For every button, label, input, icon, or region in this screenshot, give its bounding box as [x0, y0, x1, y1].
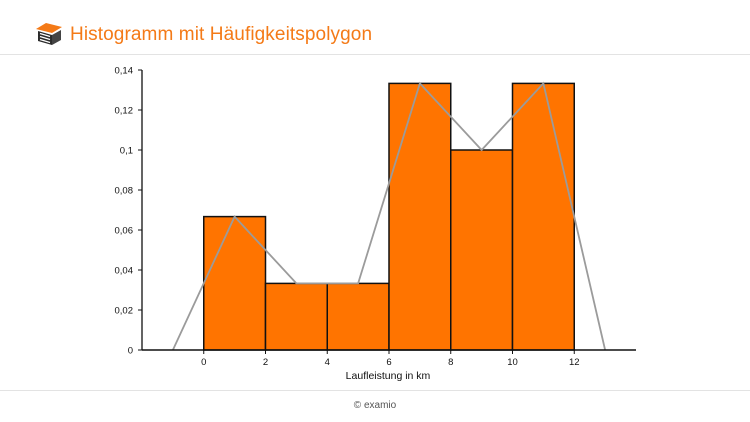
x-tick-label-0: 0 [201, 357, 206, 368]
histogram-bar-4 [450, 149, 514, 351]
page-header: Histogramm mit Häufigkeitspolygon [0, 0, 750, 55]
tick-labels: 0 0,02 0,04 0,06 0,08 0,1 0,12 0,14 0 2 4 6 8 10 12 [115, 66, 580, 369]
y-tick-label-0: 0 [128, 346, 133, 357]
y-tick-label-5: 0,1 [120, 146, 133, 157]
copyright-credit: © examio [353, 400, 397, 411]
x-tick-label-5: 10 [507, 357, 518, 368]
x-tick-label-4: 8 [448, 357, 453, 368]
x-tick-label-6: 12 [569, 357, 580, 368]
histogram-bar-2 [326, 282, 390, 351]
page-footer: © examio [0, 390, 750, 422]
frequency-polygon [172, 81, 607, 351]
y-tick-label-6: 0,12 [115, 106, 134, 117]
x-tick-label-2: 4 [325, 357, 330, 368]
x-tick-label-3: 6 [386, 357, 391, 368]
histogram-bar-0 [203, 215, 267, 351]
page-title: Histogramm mit Häufigkeitspolygon [70, 24, 373, 45]
examio-book-logo-icon [36, 23, 62, 45]
x-axis-label: Laufleistung in km [346, 370, 431, 382]
y-tick-label-7: 0,14 [115, 66, 134, 77]
histogram-bar-3 [388, 82, 452, 351]
y-tick-label-4: 0,08 [115, 186, 134, 197]
histogram-bars [203, 82, 575, 351]
x-tick-label-1: 2 [263, 357, 268, 368]
histogram-bar-1 [264, 282, 328, 351]
y-tick-label-2: 0,04 [115, 266, 134, 277]
histogram-bar-5 [511, 82, 575, 351]
y-tick-label-3: 0,06 [115, 226, 134, 237]
histogram-chart: 0 0,02 0,04 0,06 0,08 0,1 0,12 0,14 0 2 4 6 8 10 12 La… [115, 66, 636, 382]
polygon-line [172, 81, 607, 351]
y-tick-label-1: 0,02 [115, 306, 134, 317]
